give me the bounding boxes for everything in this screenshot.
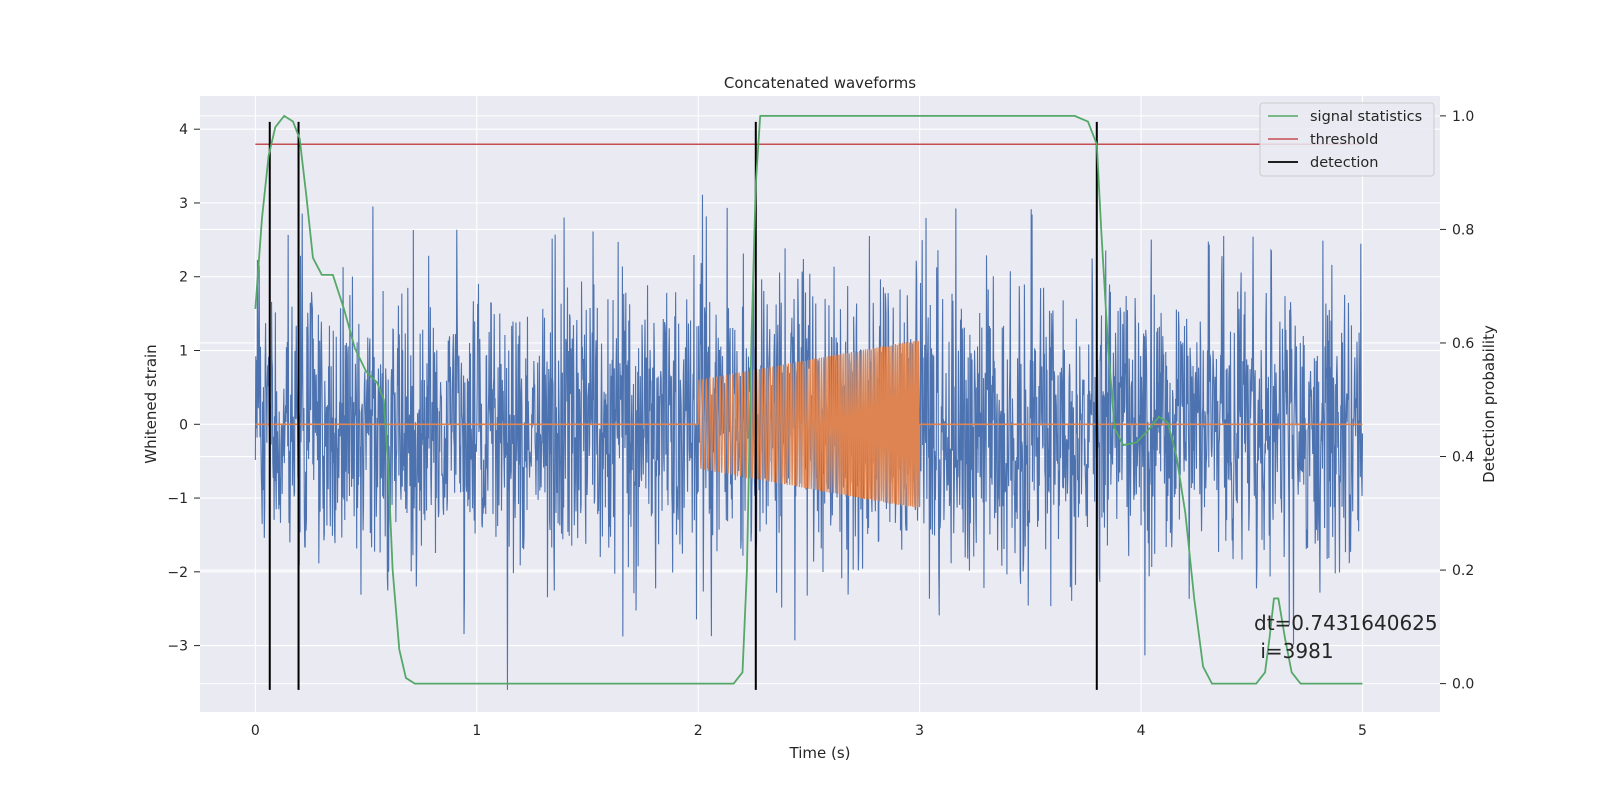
- x-tick-label: 0: [251, 723, 260, 739]
- x-tick-label: 5: [1358, 723, 1367, 739]
- y-tick-label: −2: [167, 565, 188, 581]
- y-tick-label: −3: [167, 639, 188, 655]
- noise-series: [254, 194, 1364, 690]
- x-tick-label: 3: [915, 723, 924, 739]
- y-tick-label: 0: [179, 417, 188, 433]
- y-axis-right-label: Detection probability: [1480, 325, 1498, 483]
- y-right-tick-label: 0.4: [1452, 450, 1474, 466]
- legend-label-threshold: threshold: [1310, 132, 1378, 148]
- legend: signal statistics threshold detection: [1259, 102, 1435, 177]
- y-right-tick-label: 0.8: [1452, 222, 1474, 238]
- detection-series: [268, 121, 1098, 690]
- y-axis-label: Whitened strain: [142, 344, 160, 463]
- x-tick-label: 4: [1137, 723, 1146, 739]
- chart-title: Concatenated waveforms: [724, 74, 916, 92]
- legend-label-detection: detection: [1310, 155, 1378, 171]
- ticks: 0 1 2 3 4 5 −3 −2 −1 0 1 2 3 4 0.0 0.2 0.4 0.6 0.8 1.0: [167, 109, 1474, 739]
- annotation-i: i=3981: [1254, 639, 1334, 663]
- statistics-series: [254, 114, 1363, 685]
- legend-label-statistics: signal statistics: [1310, 109, 1422, 125]
- y-right-tick-label: 1.0: [1452, 109, 1474, 125]
- x-tick-label: 1: [472, 723, 481, 739]
- x-axis-label: Time (s): [789, 744, 851, 762]
- y-tick-label: 1: [179, 344, 188, 360]
- y-tick-label: 3: [179, 196, 188, 212]
- chirp-trace: [697, 340, 921, 508]
- noise-trace: [254, 194, 1364, 690]
- chirp-series: [255, 340, 1363, 508]
- statistics-line: [254, 114, 1363, 685]
- y-tick-label: 4: [179, 122, 188, 138]
- legend-box: [1259, 102, 1435, 177]
- annotation-dt: dt=0.7431640625: [1254, 611, 1438, 635]
- y-tick-label: 2: [179, 270, 188, 286]
- y-right-tick-label: 0.0: [1452, 677, 1474, 693]
- y-tick-label: −1: [167, 491, 188, 507]
- x-tick-label: 2: [694, 723, 703, 739]
- y-right-tick-label: 0.2: [1452, 563, 1474, 579]
- y-right-tick-label: 0.6: [1452, 336, 1474, 352]
